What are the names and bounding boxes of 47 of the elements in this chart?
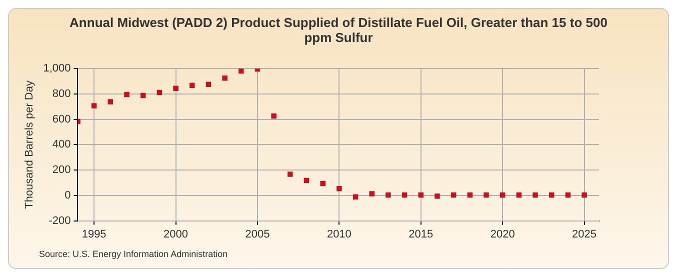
- y-tick-label: 0: [64, 189, 71, 202]
- point: [352, 194, 358, 200]
- point: [369, 191, 374, 196]
- x-tick-label: 2005: [245, 228, 270, 240]
- point: [548, 192, 554, 198]
- point: [500, 192, 506, 198]
- point: [516, 192, 522, 198]
- x-tick-label: 2020: [490, 228, 515, 240]
- point: [288, 172, 293, 177]
- y-tick-label: 800: [52, 88, 71, 100]
- point: [450, 192, 456, 198]
- x-tick-label: 2025: [572, 228, 597, 240]
- point: [91, 103, 97, 108]
- point: [467, 192, 473, 198]
- chart-title: Annual Midwest (PADD 2) Product Supplied of Distillate Fuel Oil, Greater than 15 to 500 ppm Sulfur: [68, 14, 608, 45]
- x-tick-label: 1995: [82, 228, 106, 240]
- point: [156, 90, 162, 96]
- point: [386, 192, 391, 198]
- x-tick-label: 2015: [408, 228, 434, 240]
- point: [418, 192, 424, 198]
- point: [565, 192, 571, 198]
- point: [532, 192, 538, 198]
- x-tick-label: 2000: [164, 228, 188, 240]
- point: [222, 75, 228, 81]
- x-tick-label: 2010: [326, 228, 352, 240]
- point: [206, 82, 212, 87]
- point: [108, 99, 114, 104]
- y-tick-label: 400: [52, 138, 71, 151]
- y-axis-title: Thousand Barrels per Day: [24, 80, 36, 209]
- y-tick-label: 200: [52, 164, 71, 176]
- point: [173, 86, 178, 92]
- y-tick-label: 600: [52, 113, 71, 126]
- point: [238, 68, 244, 74]
- point: [189, 82, 195, 88]
- point: [336, 186, 342, 192]
- point: [320, 180, 326, 186]
- point: [484, 192, 489, 198]
- y-tick-label: -200: [48, 214, 71, 227]
- point: [124, 92, 130, 98]
- point: [434, 193, 440, 199]
- point: [582, 192, 587, 198]
- point: [271, 113, 276, 119]
- point: [304, 178, 310, 184]
- source-note: Source: U.S. Energy Information Administration: [39, 249, 228, 259]
- point: [140, 92, 146, 98]
- point: [402, 192, 408, 198]
- y-tick-label: 1,000: [43, 62, 71, 75]
